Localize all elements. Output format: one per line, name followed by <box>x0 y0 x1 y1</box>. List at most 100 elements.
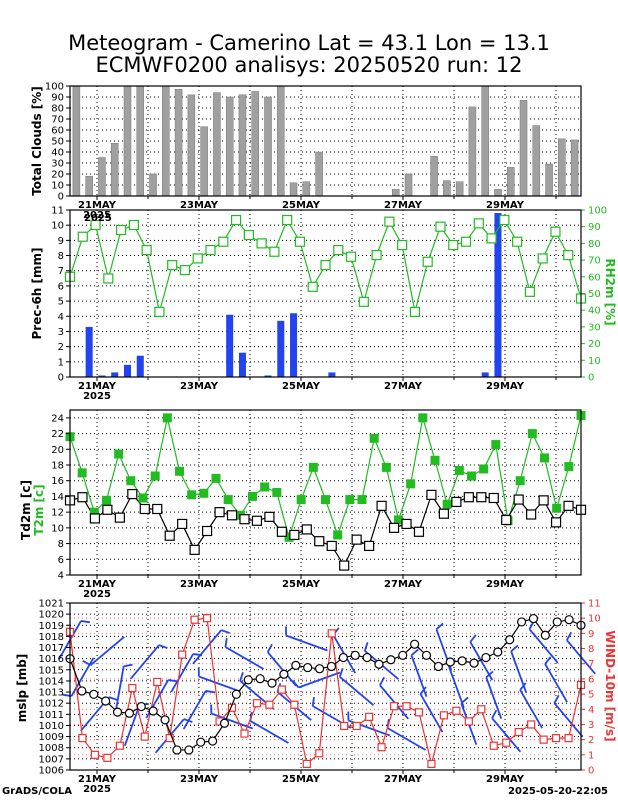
cloud-bar <box>238 94 247 197</box>
mslp-point <box>469 658 479 668</box>
wind-point <box>340 721 349 731</box>
x-date-label: 29MAY <box>486 200 525 211</box>
t2m-point <box>527 429 537 439</box>
rh-point <box>103 273 114 284</box>
td2m-point <box>488 492 499 504</box>
x-date-label: 29MAY <box>486 579 525 590</box>
mslp-point <box>445 657 455 667</box>
cloud-bar <box>251 91 260 197</box>
y-tick-label: 1013 <box>39 688 64 699</box>
mslp-axis-label: mslp [mb] <box>15 654 29 723</box>
mslp-point <box>219 718 230 728</box>
td2m-point <box>226 510 238 521</box>
x-date-label: 27MAY <box>384 381 423 392</box>
cloud-bar <box>519 100 528 197</box>
td2m-point <box>177 518 188 530</box>
t2m-point <box>211 473 221 483</box>
cloud-bar <box>98 157 106 197</box>
y-tick-label: 3 <box>58 327 64 338</box>
y-tick-label: 1012 <box>39 699 64 710</box>
y2-tick-label: 10 <box>588 356 601 367</box>
y-tick-label: 6 <box>58 281 64 292</box>
td2m-point <box>77 492 88 503</box>
wind-point <box>202 614 212 623</box>
mslp-point <box>172 745 182 755</box>
y-tick-label: 30 <box>51 159 64 170</box>
precip-bar <box>290 313 298 377</box>
x-date-label: 25MAY <box>282 381 321 392</box>
y2-tick-label: 7 <box>588 659 594 670</box>
rh-point <box>384 216 395 227</box>
precip-bar <box>98 375 106 377</box>
y-tick-label: 90 <box>51 93 64 104</box>
mslp-point <box>410 639 420 649</box>
rh-point <box>371 249 382 261</box>
wind-barb-flag <box>108 696 118 701</box>
cloud-bar <box>123 85 132 197</box>
rh-point <box>230 214 242 226</box>
wind-barb <box>387 727 427 751</box>
y2-tick-label: 20 <box>588 339 601 350</box>
precip-bar <box>136 355 144 377</box>
y2-tick-label: 8 <box>588 644 594 655</box>
y-tick-label: 5 <box>58 297 64 308</box>
rh-point <box>473 218 484 229</box>
panel-frame <box>69 209 582 378</box>
td2m-point <box>413 526 425 537</box>
y2-tick-label: 0 <box>588 373 594 384</box>
y-tick-label: 1006 <box>39 766 64 777</box>
cloud-bar <box>200 126 208 197</box>
clouds-axis-label: Total Clouds [%] <box>30 86 44 196</box>
cloud-bar <box>187 94 196 197</box>
cloud-bar <box>225 96 234 197</box>
mslp-point <box>362 652 372 663</box>
y2-tick-label: 10 <box>588 614 601 625</box>
rh-point <box>524 286 536 297</box>
y-tick-label: 18 <box>51 461 64 472</box>
cloud-bar <box>110 142 119 197</box>
wind-point <box>502 738 511 747</box>
wind-point <box>464 717 473 726</box>
wind-point <box>389 702 399 711</box>
wind-point <box>265 700 274 709</box>
wind-barb-flag <box>379 676 386 686</box>
t2m-point <box>333 530 343 540</box>
mslp-point <box>243 675 253 685</box>
wind-barb-flag <box>158 644 168 649</box>
wind-barb <box>285 634 328 652</box>
y2-tick-label: 2 <box>588 735 594 746</box>
wind-point <box>178 650 187 659</box>
panel-frame <box>69 409 582 576</box>
mslp-point <box>101 696 111 706</box>
td2m-point <box>426 489 437 500</box>
wind-barb-flag <box>566 631 572 641</box>
y-tick-label: 8 <box>58 539 64 550</box>
t2m-point <box>248 491 257 501</box>
rh-axis-label: RH2m [%] <box>603 258 617 325</box>
mslp-point <box>160 715 170 725</box>
wind-point <box>128 683 137 693</box>
y2-tick-label: 9 <box>588 629 594 640</box>
wind-barb <box>115 666 125 710</box>
td2m-point <box>339 560 350 571</box>
wind-point <box>290 700 299 709</box>
wind-barb-flag <box>510 644 519 653</box>
precip-bar <box>226 314 234 377</box>
wind-point <box>377 743 386 752</box>
wind-point <box>414 708 424 717</box>
mslp-point <box>421 650 432 660</box>
x-date-label: 21MAY <box>78 774 117 785</box>
x-date-label: 27MAY <box>384 579 423 590</box>
td2m-point <box>401 518 412 530</box>
mslp-point <box>350 650 360 660</box>
wind-point <box>277 685 286 694</box>
y-tick-label: 1020 <box>39 610 64 621</box>
title-line-1: Meteogram - Camerino Lat = 43.1 Lon = 13… <box>68 31 550 55</box>
td2m-point <box>476 492 487 503</box>
y-tick-label: 60 <box>51 126 64 137</box>
wind-point <box>302 759 311 769</box>
y-tick-label: 10 <box>51 181 64 192</box>
t2m-point <box>540 453 549 463</box>
mslp-point <box>148 706 158 716</box>
t2m-point <box>345 495 355 505</box>
